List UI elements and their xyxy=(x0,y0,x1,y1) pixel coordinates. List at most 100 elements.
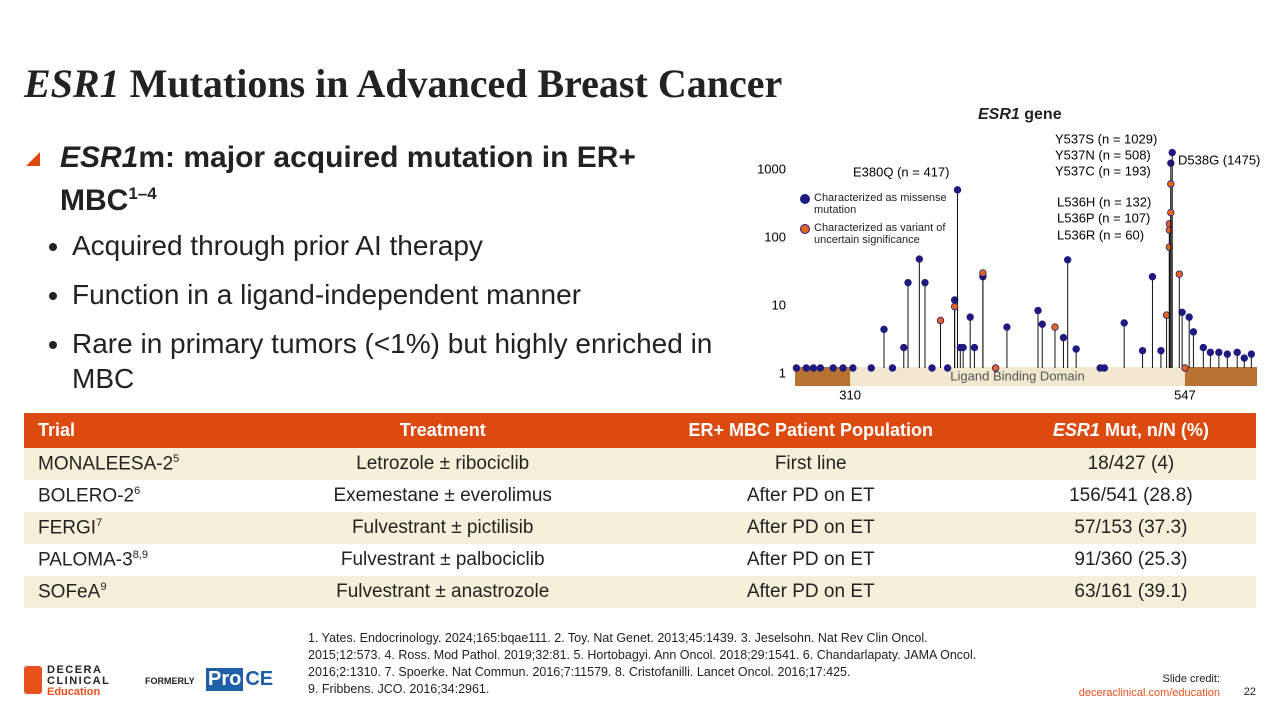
reference-line: 2016;2:1310. 7. Spoerke. Nat Commun. 201… xyxy=(308,665,851,679)
y-tick-label: 1 xyxy=(779,365,786,380)
mutation-dot xyxy=(1178,308,1186,316)
legend: Characterized as missense mutation Charac… xyxy=(800,192,950,252)
mutation-dot xyxy=(1167,159,1175,167)
mutation-dot xyxy=(943,364,952,372)
mutation-dot xyxy=(1165,243,1174,251)
legend-item: Characterized as variant of uncertain si… xyxy=(800,222,950,246)
mutation-dot xyxy=(1120,319,1128,327)
legend-label: Characterized as variant of uncertain si… xyxy=(814,222,946,246)
header-cell: Trial xyxy=(24,413,270,448)
legend-label: Characterized as missense mutation xyxy=(814,192,947,216)
header-cell: ER+ MBC Patient Population xyxy=(615,413,1006,448)
mutation-dot xyxy=(966,313,974,321)
mutation-dot xyxy=(970,343,979,352)
x-tick-label: 547 xyxy=(1174,387,1196,402)
mutation-dot xyxy=(867,364,875,372)
table-cell: After PD on ET xyxy=(615,576,1006,608)
header-cell: Treatment xyxy=(269,413,616,448)
mutation-dot xyxy=(1175,270,1183,278)
table-cell: Exemestane ± everolimus xyxy=(333,485,552,506)
table-row: MONALEESA-25 Letrozole ± ribociclib First … xyxy=(24,448,1256,480)
references: 1. Yates. Endocrinology. 2024;165:bqae11… xyxy=(308,630,976,698)
mutation-dot xyxy=(1063,256,1072,264)
mutation-dot xyxy=(829,364,837,372)
trial-table: Trial Treatment ER+ MBC Patient Population… xyxy=(24,413,1256,608)
trial-ref: 9 xyxy=(100,580,107,593)
trial-cell: FERGI7 xyxy=(24,512,270,544)
trial-ref: 8,9 xyxy=(132,548,148,561)
trial-name: BOLERO-2 xyxy=(38,485,135,507)
mutation-dot xyxy=(1165,226,1174,234)
annotation: L536R (n = 60) xyxy=(1057,227,1144,242)
mutation-dot xyxy=(979,269,987,277)
logo-icon xyxy=(24,666,42,694)
mutation-dot xyxy=(1199,343,1208,352)
slide-title: ESR1 Mutations in Advanced Breast Cancer xyxy=(24,61,783,106)
mutation-dot xyxy=(921,278,929,287)
mutation-dot xyxy=(900,343,908,352)
mutation-dot xyxy=(991,364,1000,372)
table-cell: After PD on ET xyxy=(746,485,875,506)
legend-dot xyxy=(800,224,810,234)
table-row: FERGI7 Fulvestrant ± pictilisib After PD o… xyxy=(24,512,1256,544)
sub-bullet: Rare in primary tumors (<1%) but highly … xyxy=(72,326,732,396)
legend-dot xyxy=(800,194,810,204)
mutation-dot xyxy=(1034,306,1042,315)
mutation-dot xyxy=(1185,313,1193,321)
mutation-dot xyxy=(888,364,897,372)
mutation-dot xyxy=(953,186,962,194)
annotation: Y537C (n = 193) xyxy=(1055,163,1151,178)
mutation-dot xyxy=(950,302,959,311)
annotation: L536H (n = 132) xyxy=(1057,194,1151,209)
table-cell: First line xyxy=(615,448,1006,480)
mutation-dot xyxy=(849,364,857,372)
table-cell: Letrozole ± ribociclib xyxy=(269,448,616,480)
legend-item: Characterized as missense mutation xyxy=(800,192,950,216)
mutation-dot xyxy=(1100,364,1109,372)
trial-name: PALOMA-3 xyxy=(38,549,133,571)
page-number: 22 xyxy=(1243,686,1256,698)
mutation-dot xyxy=(880,325,888,334)
table-cell: Fulvestrant ± palbociclib xyxy=(340,549,545,570)
annotation: Y537N (n = 508) xyxy=(1055,147,1151,162)
sub-bullet: Acquired through prior AI therapy xyxy=(72,228,732,263)
sub-bullet: Function in a ligand-independent manner xyxy=(72,277,732,312)
y-tick-label: 100 xyxy=(764,229,786,244)
mutation-dot xyxy=(1189,328,1198,336)
mutation-dot xyxy=(1181,364,1189,372)
mutation-dot xyxy=(936,316,945,325)
mutation-dot xyxy=(1072,345,1080,353)
header-text: Mut, n/N (%) xyxy=(1104,420,1209,440)
trial-ref: 7 xyxy=(96,516,103,529)
table-cell: 156/541 (28.8) xyxy=(1069,485,1193,506)
mutation-dot xyxy=(1038,320,1046,328)
header-cell: ESR1 Mut, n/N (%) xyxy=(1005,413,1256,448)
mutation-dot xyxy=(792,364,801,372)
main-bullet: ESR1m: major acquired mutation in ER+ MB… xyxy=(60,141,636,217)
y-tick-label: 10 xyxy=(772,297,786,312)
mutation-dot xyxy=(1157,346,1165,355)
mutation-dot xyxy=(959,343,967,352)
mutation-dot xyxy=(839,364,847,372)
table-cell: After PD on ET xyxy=(615,512,1006,544)
logo-2: Pro CE xyxy=(206,668,274,691)
header-italic: ESR1 xyxy=(1052,420,1100,440)
mutation-dot xyxy=(904,278,912,287)
trial-cell: BOLERO-26 xyxy=(24,480,270,512)
mutation-dot xyxy=(1162,311,1171,319)
table-row: PALOMA-38,9 Fulvestrant ± palbociclib Afte… xyxy=(24,544,1256,576)
trial-name: FERGI xyxy=(38,517,97,539)
domain-label: Ligand Binding Domain xyxy=(950,368,1084,383)
annotation: Y537S (n = 1029) xyxy=(1055,131,1157,146)
table-row: SOFeA9 Fulvestrant ± anastrozole After PD … xyxy=(24,576,1256,608)
ligand-binding-domain xyxy=(850,367,1185,386)
table-row: BOLERO-26 Exemestane ± everolimus After PD… xyxy=(24,480,1256,512)
y-tick-label: 1000 xyxy=(757,161,786,176)
mutation-dot xyxy=(1003,323,1011,331)
mutation-dot xyxy=(1138,346,1147,355)
formerly: FORMERLY xyxy=(145,676,195,686)
reference-line: 2015;12:573. 4. Ross. Mod Pathol. 2019;3… xyxy=(308,648,977,662)
mutation-dot xyxy=(1233,348,1241,357)
